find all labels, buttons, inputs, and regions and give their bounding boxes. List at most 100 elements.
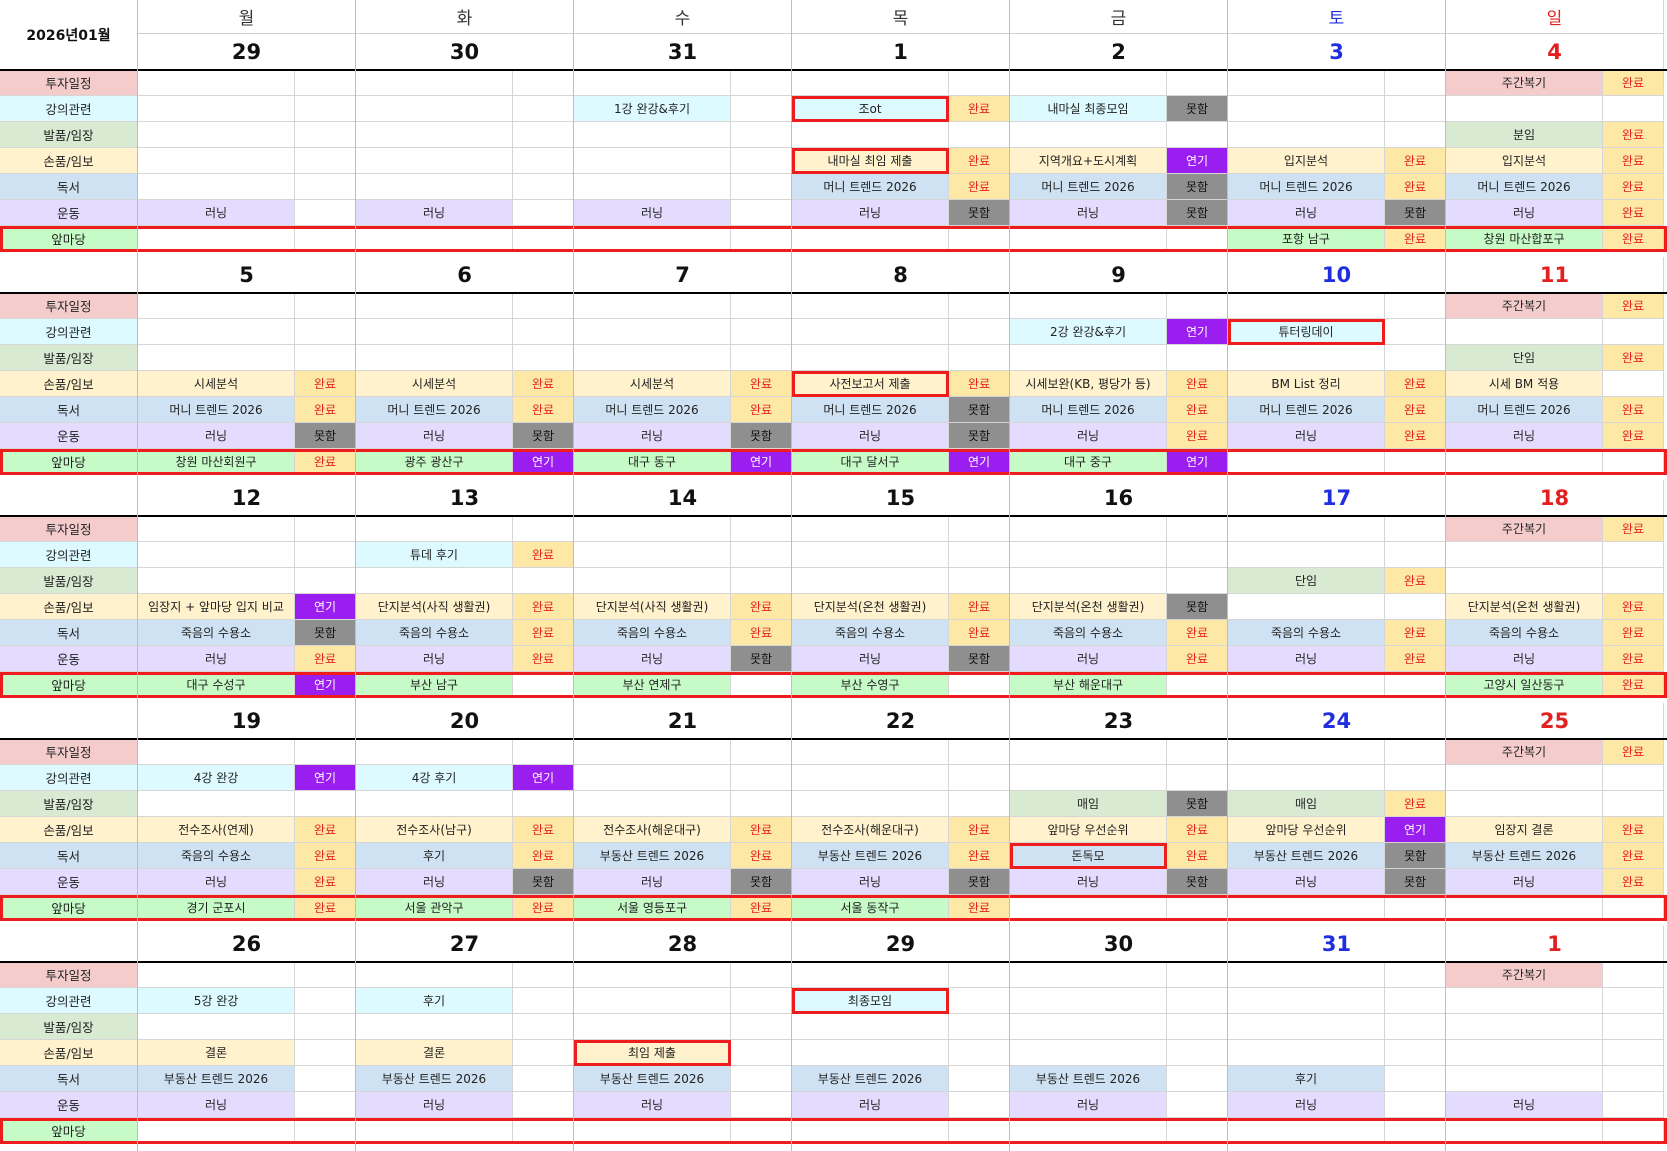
status-cell[interactable] [513,988,574,1014]
empty-cell[interactable] [356,1118,513,1144]
status-cell[interactable] [1603,1014,1664,1040]
status-badge[interactable]: 완료 [295,449,356,475]
status-cell[interactable] [1385,449,1446,475]
status-cell[interactable] [731,96,792,122]
status-badge[interactable]: 연기 [949,449,1010,475]
task-cell[interactable]: 러닝 [138,423,295,449]
status-cell[interactable] [295,988,356,1014]
task-cell[interactable]: 전수조사(해운대구) [792,817,949,843]
task-cell[interactable]: 러닝 [1228,200,1385,226]
task-cell[interactable]: 죽음의 수용소 [1010,620,1167,646]
task-cell[interactable]: 서울 영등포구 [574,895,731,921]
status-cell[interactable] [295,1092,356,1118]
task-cell[interactable]: 경기 군포시 [138,895,295,921]
status-badge[interactable]: 완료 [513,646,574,672]
empty-cell[interactable] [138,1014,295,1040]
status-badge[interactable]: 못함 [949,200,1010,226]
task-cell[interactable]: 러닝 [356,423,513,449]
status-cell[interactable] [1385,293,1446,319]
status-cell[interactable] [1167,70,1228,96]
task-cell[interactable]: 4강 후기 [356,765,513,791]
status-badge[interactable]: 연기 [731,449,792,475]
empty-cell[interactable] [1010,293,1167,319]
empty-cell[interactable] [574,1118,731,1144]
status-cell[interactable] [1603,1066,1664,1092]
empty-cell[interactable] [1228,345,1385,371]
task-cell[interactable]: 후기 [356,988,513,1014]
empty-cell[interactable] [792,345,949,371]
status-cell[interactable] [513,1092,574,1118]
status-cell[interactable] [295,1040,356,1066]
task-cell[interactable]: 러닝 [574,869,731,895]
status-badge[interactable]: 못함 [1385,869,1446,895]
status-cell[interactable] [949,226,1010,252]
status-cell[interactable] [1603,791,1664,817]
status-badge[interactable]: 연기 [513,765,574,791]
empty-cell[interactable] [574,122,731,148]
empty-cell[interactable] [792,293,949,319]
task-cell[interactable]: 부동산 트렌드 2026 [574,1066,731,1092]
status-badge[interactable]: 완료 [949,843,1010,869]
task-cell[interactable]: 죽음의 수용소 [356,620,513,646]
empty-cell[interactable] [574,988,731,1014]
status-cell[interactable] [731,345,792,371]
status-cell[interactable] [949,70,1010,96]
task-cell[interactable]: 입지분석 [1228,148,1385,174]
status-badge[interactable]: 완료 [1167,397,1228,423]
empty-cell[interactable] [1446,1118,1603,1144]
empty-cell[interactable] [1228,1014,1385,1040]
task-cell[interactable]: 부동산 트렌드 2026 [1228,843,1385,869]
status-badge[interactable]: 완료 [1385,371,1446,397]
status-cell[interactable] [1385,1040,1446,1066]
empty-cell[interactable] [1446,542,1603,568]
status-badge[interactable]: 연기 [513,449,574,475]
status-cell[interactable] [949,345,1010,371]
status-cell[interactable] [1385,739,1446,765]
empty-cell[interactable] [138,739,295,765]
status-cell[interactable] [513,672,574,698]
empty-cell[interactable] [1446,96,1603,122]
empty-cell[interactable] [574,293,731,319]
status-badge[interactable]: 완료 [1385,791,1446,817]
task-cell[interactable]: 머니 트렌드 2026 [1228,397,1385,423]
empty-cell[interactable] [574,174,731,200]
empty-cell[interactable] [574,148,731,174]
empty-cell[interactable] [356,122,513,148]
empty-cell[interactable] [138,174,295,200]
task-cell[interactable]: 단임 [1228,568,1385,594]
task-cell[interactable]: 돈독모 [1010,843,1167,869]
empty-cell[interactable] [1446,791,1603,817]
task-cell[interactable]: 전수조사(해운대구) [574,817,731,843]
status-badge[interactable]: 완료 [1603,620,1664,646]
empty-cell[interactable] [138,319,295,345]
empty-cell[interactable] [1010,226,1167,252]
status-cell[interactable] [949,672,1010,698]
status-badge[interactable]: 완료 [1385,646,1446,672]
status-cell[interactable] [1167,1066,1228,1092]
status-cell[interactable] [731,70,792,96]
empty-cell[interactable] [138,1118,295,1144]
task-cell[interactable]: 러닝 [792,869,949,895]
status-badge[interactable]: 못함 [1167,791,1228,817]
task-cell[interactable]: 결론 [356,1040,513,1066]
status-badge[interactable]: 완료 [731,895,792,921]
status-badge[interactable]: 연기 [1385,817,1446,843]
status-cell[interactable] [1167,672,1228,698]
status-cell[interactable] [949,568,1010,594]
status-badge[interactable]: 완료 [1603,423,1664,449]
status-badge[interactable]: 완료 [1167,843,1228,869]
status-cell[interactable] [949,1040,1010,1066]
status-cell[interactable] [949,988,1010,1014]
task-cell[interactable]: 시세보완(KB, 평당가 등) [1010,371,1167,397]
empty-cell[interactable] [792,568,949,594]
status-badge[interactable]: 완료 [1603,148,1664,174]
status-cell[interactable] [1167,226,1228,252]
status-cell[interactable] [949,791,1010,817]
status-cell[interactable] [295,542,356,568]
task-cell[interactable]: 대구 중구 [1010,449,1167,475]
empty-cell[interactable] [1010,895,1167,921]
empty-cell[interactable] [1010,568,1167,594]
status-cell[interactable] [513,200,574,226]
status-badge[interactable]: 완료 [731,371,792,397]
empty-cell[interactable] [1228,962,1385,988]
